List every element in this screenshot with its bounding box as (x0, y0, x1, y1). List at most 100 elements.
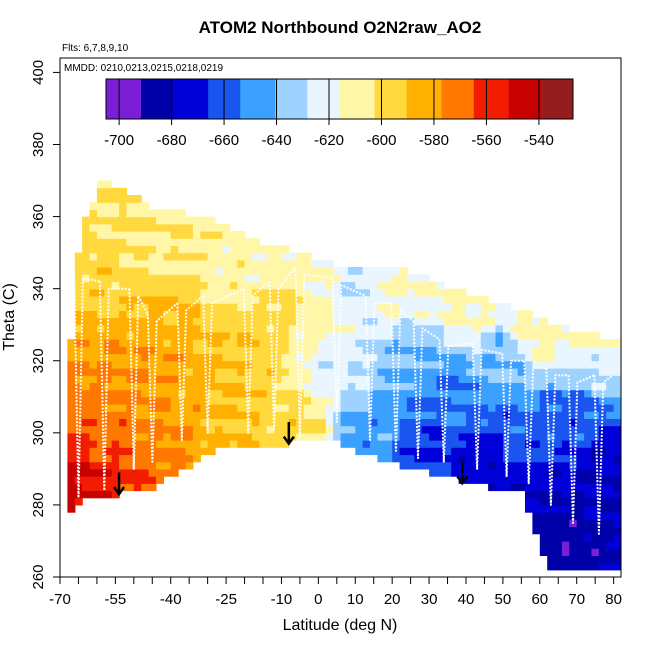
heatmap-cell (148, 404, 157, 412)
heatmap-cell (414, 389, 423, 398)
heatmap-cell (473, 295, 482, 304)
heatmap-cell (554, 353, 563, 362)
heatmap-cell (584, 526, 593, 535)
heatmap-cell (443, 303, 452, 311)
heatmap-cell (82, 461, 91, 470)
heatmap-cell (606, 497, 615, 506)
heatmap-cell (89, 339, 98, 347)
colorbar-swatch (549, 79, 553, 119)
heatmap-cell (480, 440, 489, 448)
heatmap-cell (170, 274, 179, 283)
heatmap-cell (532, 368, 541, 376)
heatmap-cell (303, 259, 312, 268)
heatmap-cell (266, 389, 275, 398)
heatmap-cell (215, 231, 223, 239)
heatmap-cell (163, 396, 172, 405)
colorbar-swatch (246, 79, 250, 119)
heatmap-cell (156, 454, 164, 463)
heatmap-cell (576, 339, 585, 347)
heatmap-cell (362, 274, 371, 283)
heatmap-cell (532, 346, 541, 355)
heatmap-cell (222, 238, 231, 246)
heatmap-cell (215, 425, 223, 434)
colorbar-swatch (427, 79, 431, 119)
heatmap-cell (126, 267, 135, 275)
heatmap-cell (82, 368, 91, 376)
heatmap-cell (561, 468, 570, 477)
heatmap-cell (480, 432, 489, 441)
heatmap-cell (569, 368, 578, 376)
heatmap-cell (303, 281, 312, 290)
heatmap-cell (251, 353, 260, 362)
heatmap-cell (370, 368, 378, 376)
heatmap-cell (229, 339, 238, 347)
heatmap-cell (229, 238, 238, 246)
heatmap-cell (207, 216, 216, 225)
heatmap-cell (229, 368, 238, 376)
heatmap-cell (259, 288, 268, 297)
heatmap-cell (222, 303, 231, 311)
heatmap-cell (111, 288, 120, 297)
heatmap-cell (207, 425, 216, 434)
heatmap-cell (96, 339, 105, 347)
heatmap-cell (185, 375, 194, 383)
heatmap-cell (89, 389, 98, 398)
heatmap-cell (584, 468, 593, 477)
heatmap-cell (532, 425, 541, 434)
heatmap-cell (111, 259, 120, 268)
heatmap-cell (89, 425, 98, 434)
heatmap-cell (591, 454, 600, 463)
heatmap-cell (525, 353, 533, 362)
heatmap-cell (74, 368, 83, 376)
heatmap-cell (133, 425, 142, 434)
heatmap-cell (288, 317, 297, 326)
heatmap-cell (237, 353, 246, 362)
heatmap-cell (414, 368, 423, 376)
heatmap-cell (311, 339, 319, 347)
heatmap-cell (141, 259, 150, 268)
heatmap-cell (96, 353, 105, 362)
heatmap-cell (384, 375, 393, 383)
heatmap-cell (259, 339, 268, 347)
heatmap-cell (251, 432, 260, 441)
heatmap-cell (244, 288, 253, 297)
heatmap-cell (133, 447, 142, 456)
heatmap-cell (473, 404, 482, 412)
heatmap-cell (67, 346, 76, 355)
heatmap-cell (480, 375, 489, 383)
heatmap-cell (207, 238, 216, 246)
heatmap-cell (215, 375, 223, 383)
heatmap-cell (104, 195, 113, 203)
heatmap-cell (436, 411, 445, 419)
x-tick-label: -40 (160, 591, 182, 608)
heatmap-cell (340, 440, 349, 448)
heatmap-cell (148, 339, 157, 347)
heatmap-cell (229, 375, 238, 383)
heatmap-cell (584, 411, 593, 419)
heatmap-cell (554, 548, 563, 556)
heatmap-cell (561, 497, 570, 506)
heatmap-cell (67, 360, 76, 369)
heatmap-cell (488, 324, 497, 333)
heatmap-cell (569, 562, 578, 571)
heatmap-cell (591, 548, 600, 556)
heatmap-cell (141, 267, 150, 275)
heatmap-cell (311, 303, 319, 311)
heatmap-cell (362, 440, 371, 448)
heatmap-cell (222, 331, 231, 340)
heatmap-cell (119, 353, 128, 362)
colorbar-swatch (537, 79, 542, 119)
heatmap-cell (473, 339, 482, 347)
heatmap-cell (133, 295, 142, 304)
heatmap-cell (561, 476, 570, 484)
heatmap-cell (215, 353, 223, 362)
heatmap-cell (517, 483, 526, 492)
heatmap-cell (259, 274, 268, 283)
flight-track (412, 321, 440, 460)
heatmap-cell (89, 396, 98, 405)
colorbar-swatch (266, 79, 270, 119)
heatmap-cell (370, 425, 378, 434)
colorbar-swatch (176, 79, 180, 119)
heatmap-cell (178, 245, 187, 254)
heatmap-cell (222, 231, 231, 239)
